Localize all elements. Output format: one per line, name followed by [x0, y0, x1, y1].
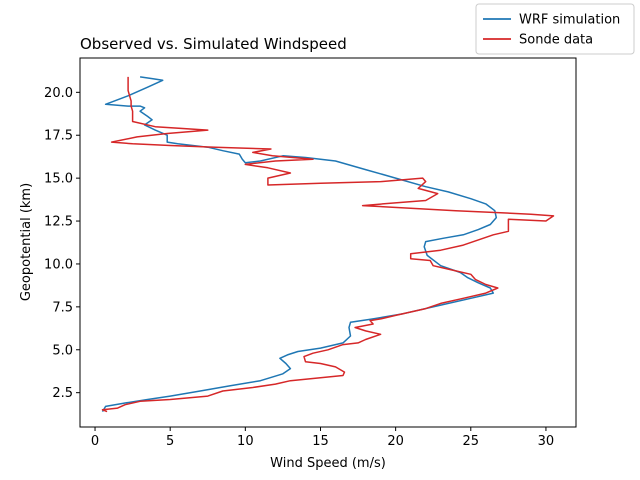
y-tick-label: 17.5 — [44, 129, 73, 144]
x-tick-label: 5 — [166, 434, 174, 449]
y-tick-label: 5.0 — [52, 343, 73, 358]
x-tick-label: 10 — [237, 434, 254, 449]
x-tick-label: 30 — [538, 434, 555, 449]
legend-label-wrf-simulation: WRF simulation — [519, 13, 620, 28]
y-tick-label: 12.5 — [44, 215, 73, 230]
x-tick-label: 15 — [312, 434, 329, 449]
series-line-wrf-simulation — [101, 76, 498, 412]
plot-series — [101, 76, 555, 413]
x-axis-label: Wind Speed (m/s) — [270, 456, 386, 471]
y-tick-label: 15.0 — [44, 172, 73, 187]
x-tick-label: 20 — [387, 434, 404, 449]
x-tick-label: 0 — [91, 434, 99, 449]
y-tick-label: 10.0 — [44, 257, 73, 272]
legend: WRF simulation Sonde data — [475, 3, 635, 55]
series-line-sonde-data — [101, 76, 555, 413]
y-tick-label: 7.5 — [52, 300, 73, 315]
chart-title: Observed vs. Simulated Windspeed — [80, 35, 347, 53]
y-tick-label: 20.0 — [44, 86, 73, 101]
y-axis-ticks: 2.5 5.0 7.5 10.0 12.5 15.0 17.5 20.0 — [44, 86, 80, 401]
y-tick-label: 2.5 — [52, 386, 73, 401]
x-tick-label: 25 — [463, 434, 480, 449]
legend-label-sonde-data: Sonde data — [519, 33, 593, 48]
y-axis-label: Geopotential (km) — [19, 183, 34, 301]
plot-frame — [79, 57, 577, 428]
x-axis-ticks: 0 5 10 15 20 25 30 — [91, 427, 554, 449]
legend-box — [475, 3, 635, 55]
